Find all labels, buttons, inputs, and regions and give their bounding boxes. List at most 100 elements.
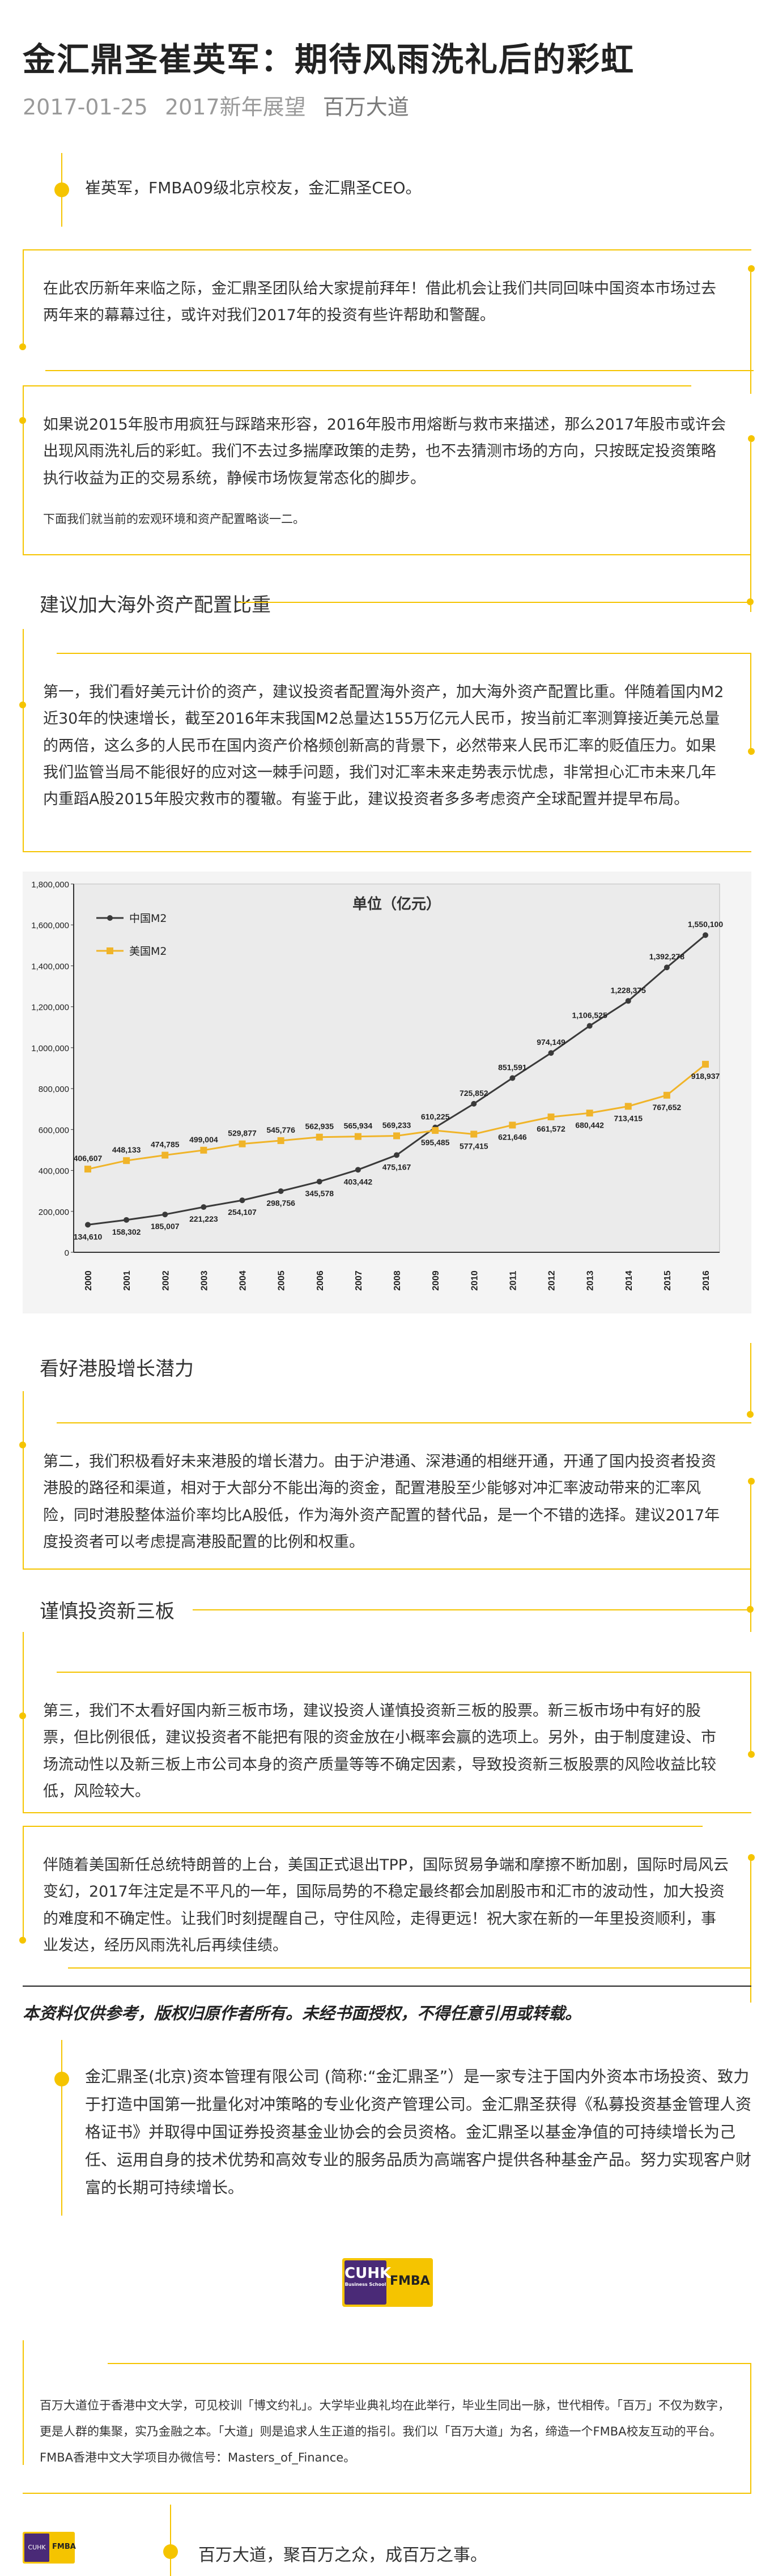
data-point-us <box>547 1113 555 1121</box>
paragraph-text: 伴随着美国新任总统特朗普的上台，美国正式退出TPP，国际贸易争端和摩擦不断加剧，… <box>43 1856 729 1954</box>
data-label: 918,937 <box>691 1072 720 1081</box>
footer-divider <box>170 2505 171 2576</box>
corner-dot-icon <box>748 748 755 755</box>
corner-dot-icon <box>19 1442 26 1448</box>
article-meta: 2017-01-25 2017新年展望 百万大道 <box>23 90 419 121</box>
x-tick-label: 2012 <box>547 1270 557 1291</box>
data-point-us <box>393 1132 400 1140</box>
m2-chart: 0 200,000 400,000 600,000 800,000 1,000,000 1,… <box>23 872 751 1313</box>
data-label: 974,149 <box>537 1038 565 1047</box>
paragraph-box-overseas: 第一，我们看好美元计价的资产，建议投资者配置海外资产，加大海外资产配置比重。伴随… <box>19 653 755 852</box>
data-label: 621,646 <box>498 1133 527 1142</box>
data-point-us <box>586 1110 593 1117</box>
section-divider <box>23 629 24 674</box>
legend-marker <box>107 915 113 921</box>
data-point-us <box>200 1146 207 1154</box>
data-point-us <box>123 1157 130 1164</box>
data-label: 185,007 <box>151 1222 180 1231</box>
data-point-us <box>663 1091 670 1099</box>
x-tick-label: 2009 <box>431 1270 441 1291</box>
x-tick-label: 2003 <box>199 1270 209 1291</box>
corner-dot-icon <box>748 1854 755 1861</box>
section-title-neeq: 谨慎投资新三板 <box>40 1600 175 1623</box>
data-point-cn <box>625 998 631 1004</box>
data-label: 475,167 <box>382 1162 411 1171</box>
company-description: 金汇鼎圣(北京)资本管理有限公司 (简称:“金汇鼎圣”）是一家专注于国内外资本市… <box>85 2067 752 2197</box>
data-point-cn <box>586 1023 593 1029</box>
data-label: 562,935 <box>305 1122 334 1131</box>
x-tick-label: 2011 <box>508 1271 518 1291</box>
data-point-cn <box>316 1179 322 1185</box>
data-label: 345,578 <box>305 1189 334 1198</box>
data-label: 577,415 <box>460 1141 488 1150</box>
data-point-cn <box>548 1050 554 1056</box>
article-title: 金汇鼎圣崔英军：期待风雨洗礼后的彩虹 <box>23 40 635 79</box>
corner-dot-icon <box>19 702 26 708</box>
data-point-cn <box>278 1188 284 1195</box>
data-label: 221,223 <box>189 1214 218 1223</box>
data-point-cn <box>239 1197 245 1204</box>
y-tick-label: 1,200,000 <box>31 1003 69 1013</box>
data-point-cn <box>201 1204 207 1210</box>
section-divider <box>23 1391 24 1442</box>
data-point-us <box>624 1103 632 1110</box>
section-divider <box>23 1632 24 1672</box>
data-point-us <box>354 1133 362 1140</box>
data-point-us <box>702 1061 709 1068</box>
x-tick-label: 2002 <box>161 1270 171 1291</box>
x-tick-label: 2005 <box>277 1270 287 1291</box>
legend-label: 中国M2 <box>129 912 167 925</box>
x-tick-label: 2001 <box>122 1270 132 1291</box>
data-label: 595,485 <box>421 1138 450 1147</box>
paragraph-box-outlook: 如果说2015年股市用疯狂与踩踏来形容，2016年股市用熔断与救市来描述，那么2… <box>19 385 755 612</box>
corner-dot-icon <box>748 1478 755 1485</box>
corner-dot-icon <box>748 265 755 272</box>
data-point-cn <box>509 1075 516 1081</box>
data-point-us <box>239 1140 246 1147</box>
data-point-cn <box>85 1222 91 1228</box>
data-label: 254,107 <box>228 1208 257 1217</box>
data-label: 1,228,375 <box>611 985 646 994</box>
data-label: 298,756 <box>266 1198 295 1208</box>
x-tick-label: 2008 <box>393 1270 402 1291</box>
author-intro: 崔英军，FMBA09级北京校友，金汇鼎圣CEO。 <box>85 178 422 197</box>
data-label: 713,415 <box>614 1113 643 1123</box>
corner-dot-icon <box>19 417 26 424</box>
section-dot-icon <box>747 598 754 605</box>
data-label: 474,785 <box>151 1140 180 1149</box>
data-label: 1,106,525 <box>572 1010 607 1019</box>
data-label: 565,934 <box>344 1121 373 1130</box>
copyright-disclaimer: 本资料仅供参考，版权归原作者所有。未经书面授权，不得任意引用或转载。 <box>23 2004 582 2023</box>
data-label: 1,392,278 <box>649 952 684 961</box>
x-tick-label: 2006 <box>316 1270 325 1291</box>
plot-area <box>73 883 720 1253</box>
data-label: 529,877 <box>228 1129 257 1138</box>
x-tick-label: 2014 <box>624 1270 634 1291</box>
chart-title: 单位（亿元） <box>352 895 441 913</box>
paragraph-text: 第三，我们不太看好国内新三板市场，建议投资人谨慎投资新三板的股票。新三板市场中有… <box>43 1702 716 1800</box>
data-label: 725,852 <box>460 1089 488 1098</box>
section-divider <box>238 602 751 603</box>
data-point-us <box>84 1166 91 1173</box>
y-tick-label: 400,000 <box>39 1167 69 1176</box>
article-category: 2017新年展望 <box>164 95 306 120</box>
footer-separator <box>23 1986 751 1987</box>
data-point-cn <box>355 1167 361 1173</box>
corner-dot-icon <box>748 1751 755 1758</box>
cuhk-emblem-icon: CUHK Business School <box>345 2260 391 2305</box>
section-title-overseas: 建议加大海外资产配置比重 <box>40 594 271 617</box>
paragraph-box-hk: 第二，我们积极看好未来港股的增长潜力。由于沪港通、深港通的相继开通，开通了国内投… <box>19 1422 755 1632</box>
data-label: 610,225 <box>421 1112 450 1121</box>
data-label: 134,610 <box>74 1232 103 1241</box>
legend-label: 美国M2 <box>129 945 167 958</box>
company-bullet-icon <box>54 2072 69 2086</box>
x-tick-label: 2010 <box>470 1270 479 1291</box>
m2-chart-svg: 0 200,000 400,000 600,000 800,000 1,000,000 1,… <box>31 880 723 1291</box>
section-divider <box>750 1343 751 1417</box>
company-divider <box>61 2040 62 2216</box>
paragraph-box-closing: 伴随着美国新任总统特朗普的上台，美国正式退出TPP，国际贸易争端和摩擦不断加剧，… <box>19 1826 755 2003</box>
account-name-link[interactable]: 百万大道 <box>322 95 409 120</box>
slogan: 百万大道，聚百万之众，成百万之事。 <box>198 2545 487 2565</box>
y-tick-label: 1,000,000 <box>31 1044 69 1053</box>
